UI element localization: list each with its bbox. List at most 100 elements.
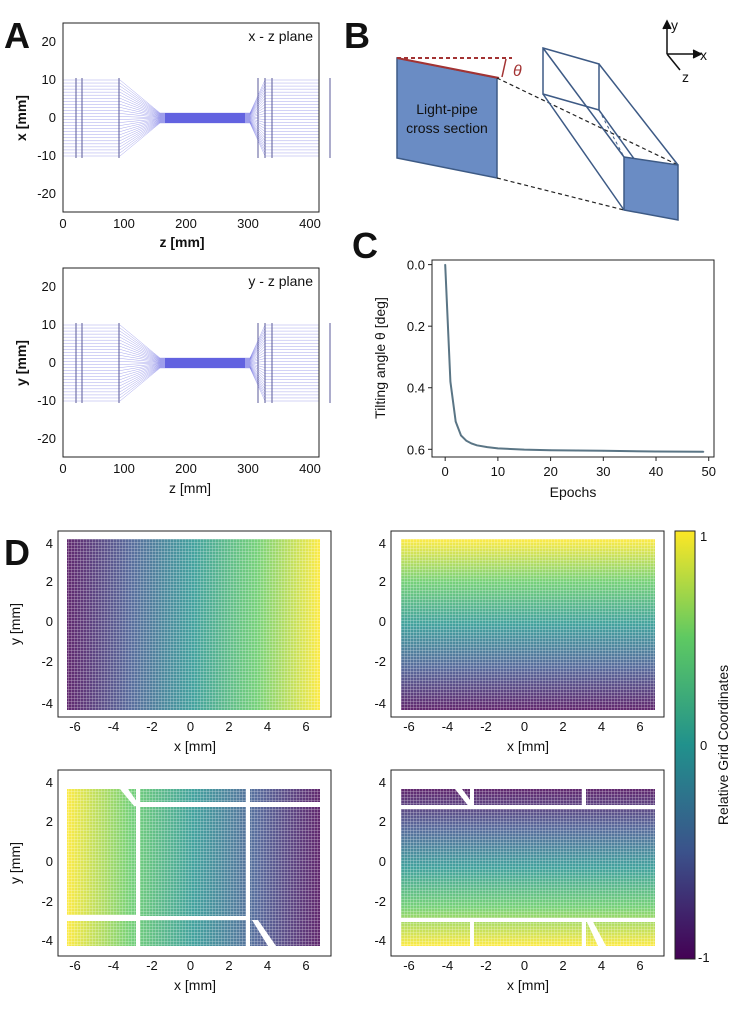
y-tick-label: 2 (379, 814, 386, 829)
tilting-angle-series-line (444, 264, 704, 453)
yz-plane-plot: y - z plane 20 10 0 -10 -20 0 100 200 30… (13, 267, 331, 496)
pipe-back-face (542, 47, 600, 111)
x-tick-label: 2 (559, 719, 566, 734)
x-tick-label: -4 (108, 719, 120, 734)
x-tick-label: -4 (442, 958, 454, 973)
grid-map-top-left (57, 530, 332, 718)
x-tick-label: 6 (302, 958, 309, 973)
y-tick-label: 0.6 (407, 442, 425, 457)
d-bottom-ylabel: y [mm] (7, 842, 23, 884)
x-tick-label: -2 (146, 719, 158, 734)
tick-label: 100 (113, 216, 135, 231)
x-tick-label: -6 (403, 719, 415, 734)
data-point (444, 263, 446, 266)
data-point (655, 450, 657, 453)
yz-plot-frame (62, 267, 320, 458)
d-bl-xlabel: x [mm] (174, 977, 216, 993)
theta-arc (501, 58, 507, 78)
tick-label: 300 (237, 461, 259, 476)
grid-mesh (401, 539, 655, 710)
y-tick-label: 2 (379, 574, 386, 589)
x-tick-label: 40 (649, 464, 663, 479)
tick-label: -10 (37, 393, 56, 408)
colorbar-tick: 1 (700, 529, 707, 544)
x-tick-label: 4 (264, 958, 271, 973)
chart-frame (431, 259, 715, 458)
tick-label: 0 (59, 461, 66, 476)
tick-label: 10 (42, 72, 56, 87)
data-point (460, 434, 462, 437)
colorbar: 1 0 -1 Relative Grid Coordinates (674, 529, 731, 965)
y-tick-label: 4 (379, 775, 386, 790)
panel-label-b: B (344, 15, 370, 56)
x-tick-label: -2 (480, 719, 492, 734)
grid-mesh (67, 789, 320, 946)
data-point (486, 446, 489, 448)
tick-label: 20 (42, 279, 56, 294)
ray-trace-xz (63, 78, 331, 158)
light-pipe-region (165, 113, 245, 123)
y-tick-label: 0.2 (407, 319, 425, 334)
d-top-ylabel: y [mm] (7, 603, 23, 645)
colorbar-label: Relative Grid Coordinates (715, 665, 731, 825)
projection-line (496, 77, 679, 166)
projection-line (496, 177, 625, 211)
y-tick-label: -2 (374, 654, 386, 669)
ray (63, 121, 319, 145)
data-point (497, 447, 499, 450)
x-tick-label: -6 (69, 719, 81, 734)
tick-label: 0 (59, 216, 66, 231)
y-tick-label: -2 (41, 654, 53, 669)
data-point (523, 448, 526, 451)
panel-label-d: D (4, 532, 30, 573)
yz-plane-label: y - z plane (248, 273, 313, 289)
colorbar-tick: -1 (698, 950, 710, 965)
x-tick-label: 0 (521, 719, 528, 734)
tilted-edge (396, 57, 500, 79)
xz-plot-frame (62, 22, 320, 213)
ray (63, 324, 319, 359)
data-point (602, 450, 605, 452)
tick-label: 100 (113, 461, 135, 476)
x-tick-label: 6 (636, 958, 643, 973)
tick-label: 300 (237, 216, 259, 231)
x-tick-label: 0 (187, 958, 194, 973)
d-br-xlabel: x [mm] (507, 977, 549, 993)
y-tick-label: 0.4 (407, 381, 425, 396)
ray (63, 121, 319, 151)
tick-label: -20 (37, 431, 56, 446)
axis-y-label: y (671, 17, 678, 33)
data-point (470, 442, 473, 445)
plot-frame (390, 530, 665, 718)
segment-gaps (67, 789, 320, 946)
chart-xlabel: Epochs (550, 484, 597, 500)
yz-yticks: 20 10 0 -10 -20 (37, 279, 56, 446)
light-pipe-region (165, 358, 245, 368)
grid-map-bottom-right (390, 769, 665, 957)
light-pipe-diagram: θ Light-pipe cross section y x z (396, 17, 707, 221)
ray (63, 91, 319, 115)
x-tick-label: -4 (108, 958, 120, 973)
x-tick-label: 20 (543, 464, 557, 479)
x-tick-label: 6 (636, 719, 643, 734)
d-tr-xlabel: x [mm] (507, 738, 549, 754)
data-point (465, 439, 468, 442)
tick-label: 200 (175, 216, 197, 231)
ray (63, 85, 319, 115)
ray (63, 79, 319, 114)
xz-xlabel: z [mm] (159, 234, 204, 250)
tick-label: 0 (49, 355, 56, 370)
x-tick-label: -2 (146, 958, 158, 973)
grid-map-bottom-left (57, 769, 332, 957)
data-point (476, 444, 478, 447)
pipe-front-face (623, 156, 679, 221)
ray (63, 366, 319, 390)
xz-xticks: 0 100 200 300 400 (59, 216, 320, 231)
grid-map-ticks: -6 -4 -2 0 2 4 6 -6 -4 -2 0 2 4 6 -6 -4 -2 0 2 4 6 -6 -4 -2 0 2 4 6… (41, 536, 643, 973)
tick-label: 400 (299, 461, 321, 476)
x-tick-label: 50 (701, 464, 715, 479)
data-point (702, 450, 705, 453)
x-tick-label: -6 (403, 958, 415, 973)
axis-z-label: z (682, 69, 689, 85)
